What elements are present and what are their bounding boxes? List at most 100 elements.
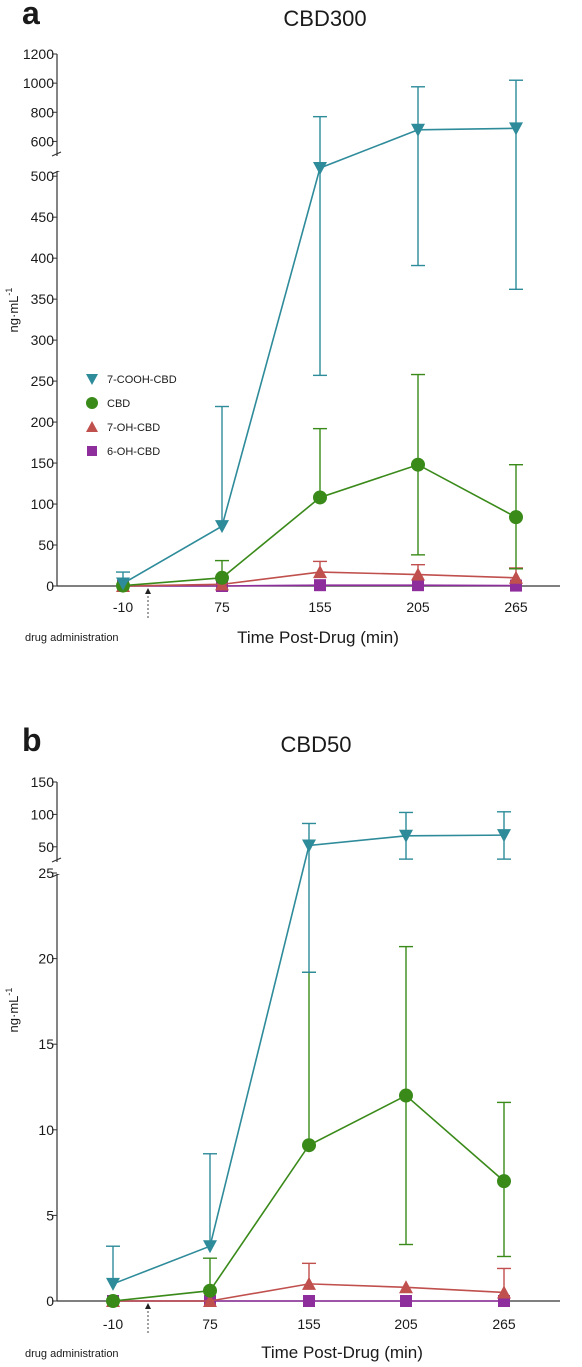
- data-point: [400, 1295, 412, 1307]
- data-point: [203, 1240, 217, 1254]
- x-tick-label: -10: [113, 599, 133, 615]
- data-point: [497, 1174, 511, 1189]
- x-axis-label: Time Post-Drug (min): [237, 628, 399, 647]
- y-tick-label: 600: [31, 133, 55, 149]
- y-tick-label: 150: [31, 774, 55, 790]
- y-tick-label: 250: [31, 373, 55, 389]
- y-tick-label: 450: [31, 209, 55, 225]
- x-tick-label: 205: [394, 1316, 418, 1332]
- y-tick-label: 10: [38, 1122, 54, 1138]
- y-tick-label: 25: [38, 865, 54, 881]
- y-axis-label: ng·mL-1: [4, 988, 21, 1033]
- legend-label: 7-OH-CBD: [107, 422, 160, 434]
- data-point: [313, 565, 327, 579]
- data-point: [497, 1285, 511, 1299]
- x-tick-label: 75: [202, 1316, 218, 1332]
- legend: 7-COOH-CBD CBD 7-OH-CBD 6-OH-CBD: [86, 374, 177, 458]
- series-7-cooh-cbd: [116, 79, 523, 591]
- data-point: [399, 829, 413, 843]
- y-tick-label: 350: [31, 291, 55, 307]
- legend-marker: [86, 397, 98, 409]
- axis-break-mark: [51, 151, 62, 157]
- y-tick-label: 1000: [23, 75, 54, 91]
- axis-break-mark: [51, 857, 62, 863]
- data-point: [116, 577, 130, 591]
- data-point: [411, 567, 425, 581]
- y-tick-label: 5: [46, 1207, 54, 1223]
- x-axis-label: Time Post-Drug (min): [261, 1343, 423, 1362]
- y-tick-label: 1200: [23, 46, 54, 62]
- y-tick-label: 400: [31, 250, 55, 266]
- y-tick-label: 100: [31, 806, 55, 822]
- panel-a: a CBD300 0 50 100 150 200 250 300 350 400 450 500 600…: [4, 0, 560, 647]
- legend-label: 7-COOH-CBD: [107, 374, 177, 386]
- data-point: [203, 1283, 217, 1298]
- data-point: [509, 510, 523, 525]
- data-point: [302, 1138, 316, 1153]
- data-point: [313, 490, 327, 505]
- y-tick-label: 500: [31, 168, 55, 184]
- legend-label: CBD: [107, 398, 130, 410]
- data-point: [303, 1295, 315, 1307]
- data-point: [302, 839, 316, 853]
- arrowhead-icon: [145, 1303, 151, 1309]
- y-tick-label: 20: [38, 951, 54, 967]
- data-point: [203, 1294, 217, 1307]
- drug-administration-label: drug administration: [25, 632, 119, 644]
- data-point: [106, 1277, 120, 1291]
- y-tick-label: 100: [31, 496, 55, 512]
- y-axis-label-superscript: -1: [4, 288, 14, 296]
- x-tick-label: 155: [308, 599, 332, 615]
- series-cbd: [106, 945, 511, 1308]
- data-point: [509, 122, 523, 136]
- y-tick-label: 0: [46, 578, 54, 594]
- data-point: [509, 570, 523, 584]
- x-tick-label: 155: [297, 1316, 321, 1332]
- data-point: [215, 570, 229, 585]
- drug-administration-label: drug administration: [25, 1348, 119, 1360]
- data-point: [313, 162, 327, 175]
- data-point: [302, 1276, 316, 1290]
- axis-break-gap: [58, 863, 62, 874]
- x-tick-label: 265: [504, 599, 528, 615]
- y-tick-label: 300: [31, 332, 55, 348]
- legend-label: 6-OH-CBD: [107, 446, 160, 458]
- data-point: [412, 579, 424, 592]
- data-point: [106, 1294, 120, 1308]
- axis-break-gap: [58, 157, 62, 171]
- y-tick-label: 50: [38, 839, 54, 855]
- panel-letter: b: [22, 722, 42, 758]
- arrowhead-icon: [145, 588, 151, 594]
- y-tick-label: 150: [31, 455, 55, 471]
- y-tick-label: 15: [38, 1036, 54, 1052]
- data-point: [215, 520, 229, 534]
- data-point: [411, 123, 425, 137]
- series-cbd: [116, 373, 523, 593]
- x-tick-label: 265: [492, 1316, 516, 1332]
- y-tick-label: 200: [31, 414, 55, 430]
- x-tick-label: -10: [103, 1316, 123, 1332]
- y-axis-label-text: ng·mL: [6, 996, 21, 1033]
- legend-marker: [86, 374, 98, 385]
- y-axis-label-superscript: -1: [4, 988, 14, 996]
- y-tick-label: 800: [31, 104, 55, 120]
- x-tick-label: 205: [406, 599, 430, 615]
- y-tick-label: 0: [46, 1293, 54, 1309]
- chart-title: CBD300: [283, 6, 366, 31]
- panel-b: b CBD50 0 5 10 15 20 25 50 100 150 -10 75 155 205 265 Ti…: [4, 722, 560, 1362]
- y-axis-label-text: ng·mL: [6, 296, 21, 333]
- data-point: [314, 579, 326, 592]
- data-point: [399, 1280, 413, 1294]
- series-7-cooh-cbd: [106, 811, 511, 1291]
- y-tick-label: 50: [38, 537, 54, 553]
- x-tick-label: 75: [214, 599, 230, 615]
- panel-letter: a: [22, 0, 40, 31]
- legend-marker: [86, 421, 98, 432]
- data-point: [497, 829, 511, 843]
- series-7-oh-cbd: [116, 560, 523, 592]
- y-axis-label: ng·mL-1: [4, 288, 21, 333]
- chart-title: CBD50: [281, 732, 352, 757]
- legend-marker: [87, 446, 97, 456]
- data-point: [411, 457, 425, 472]
